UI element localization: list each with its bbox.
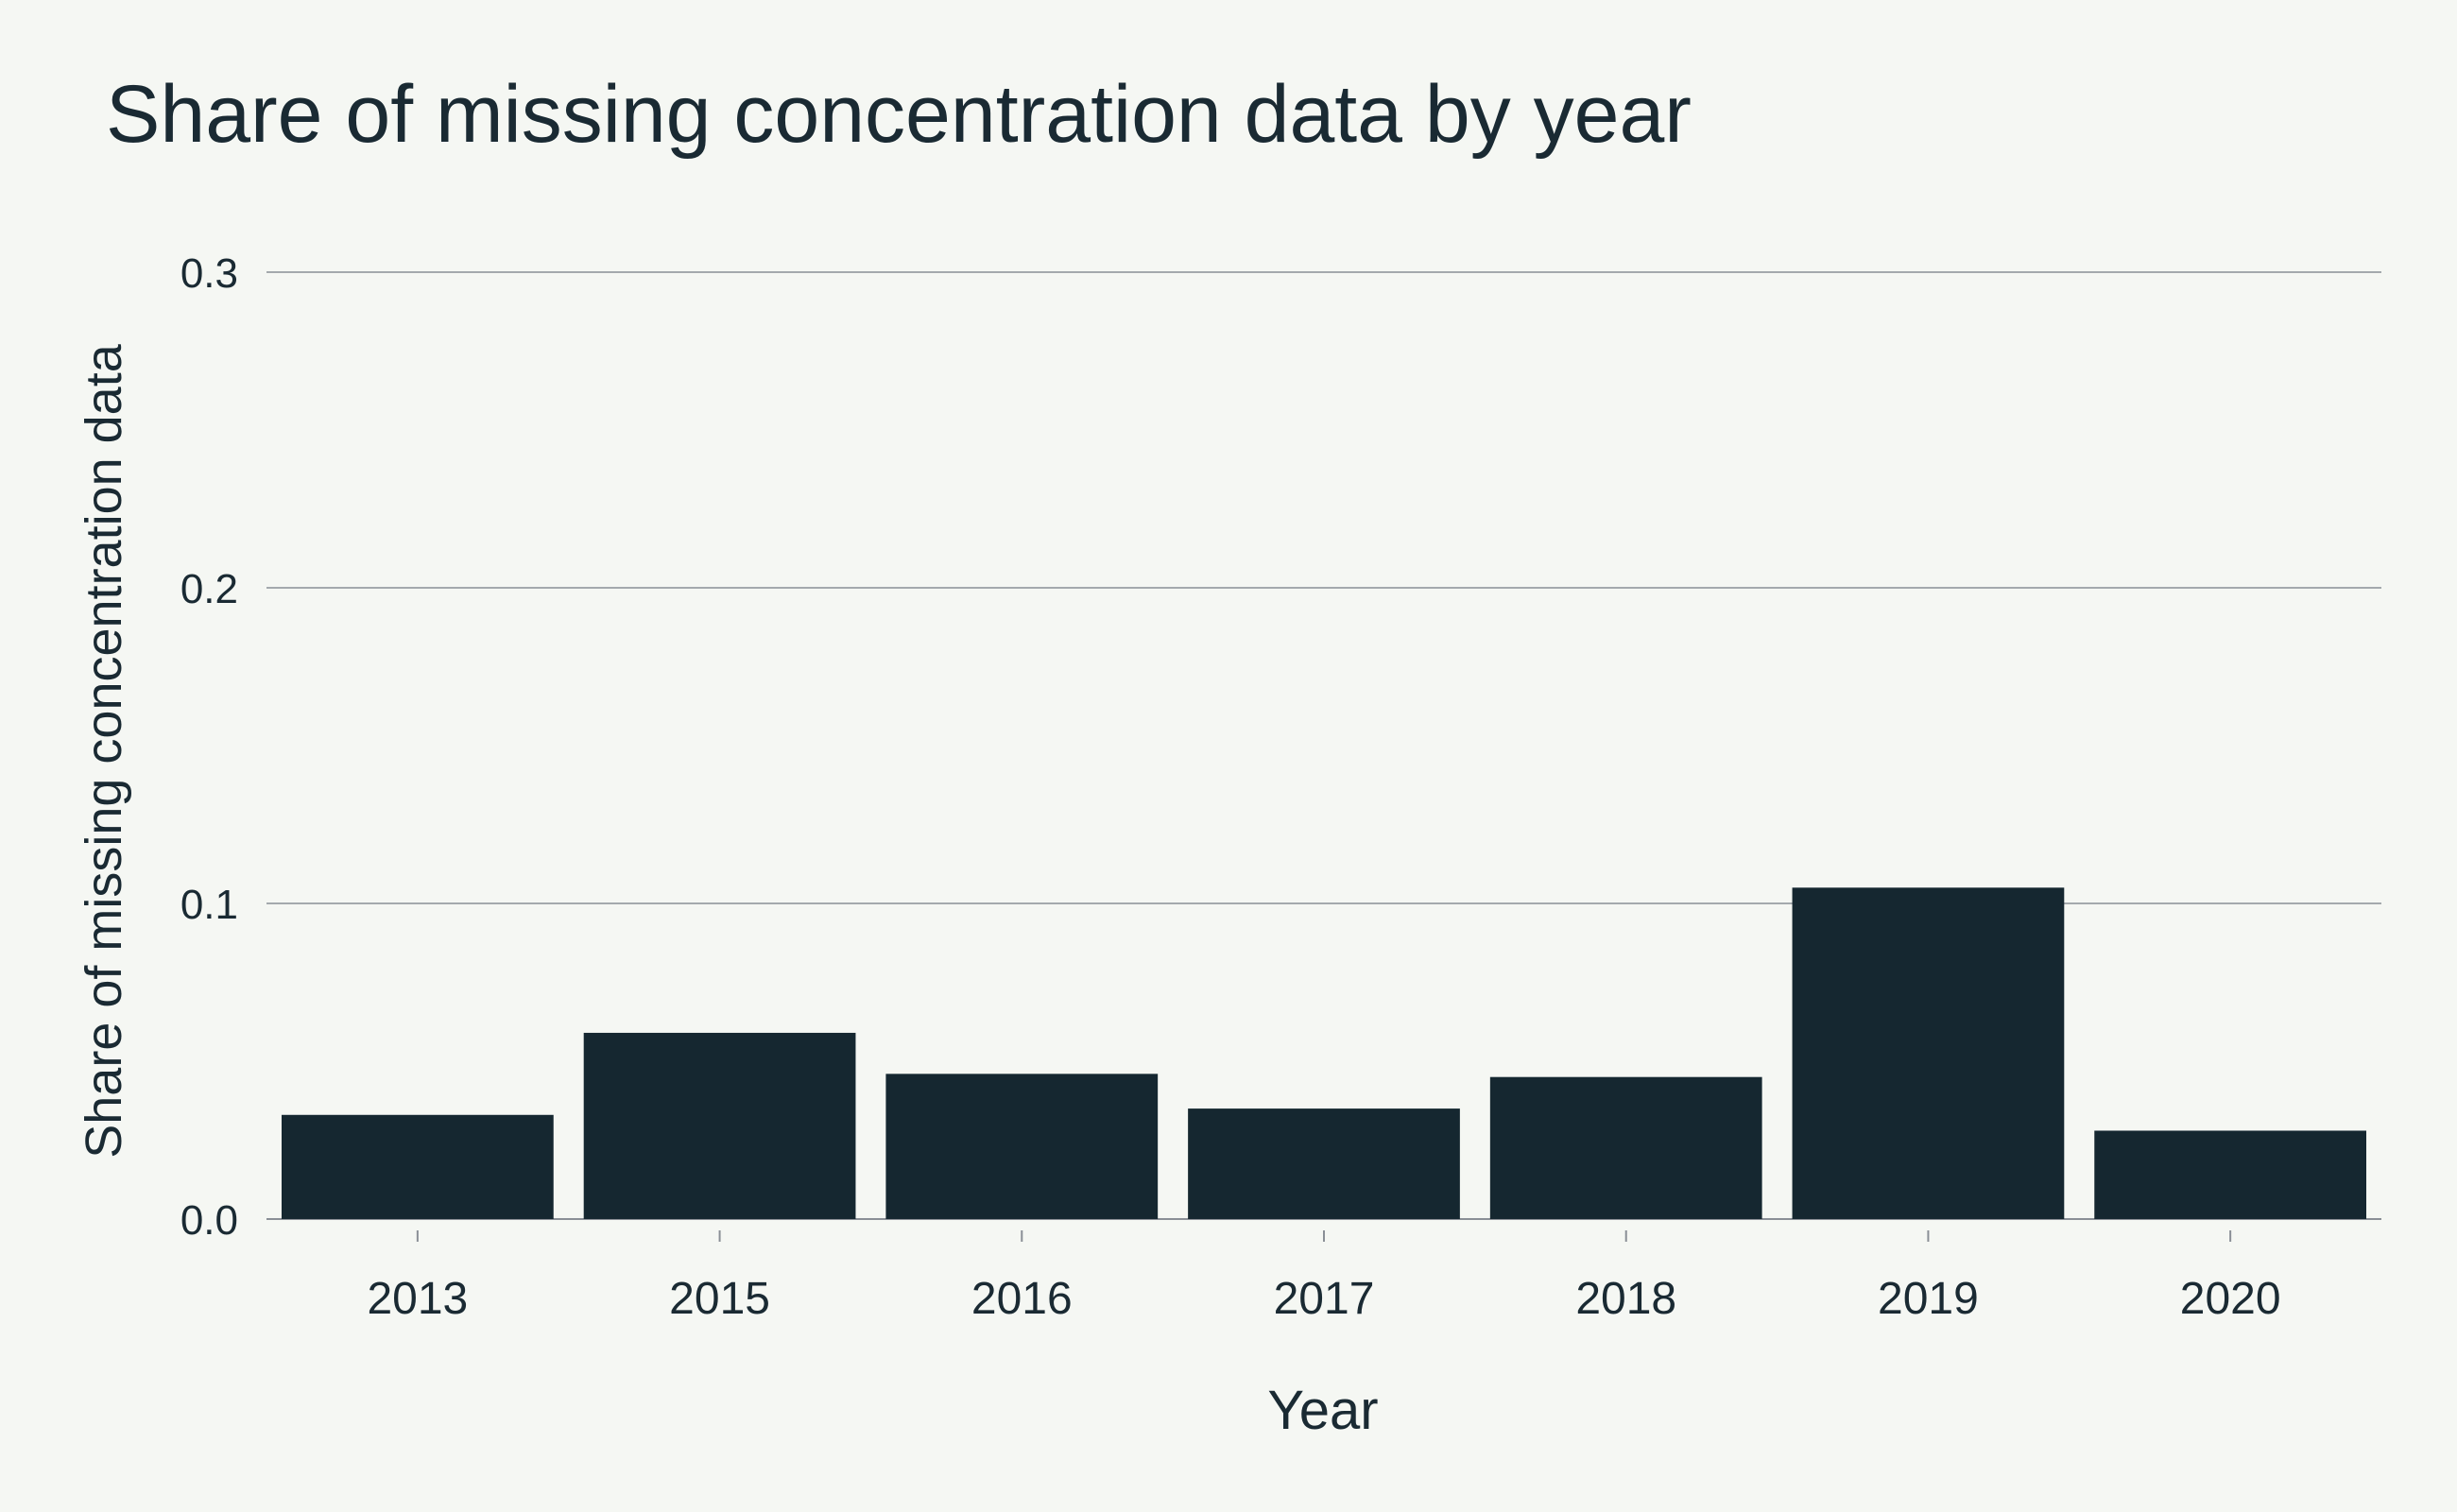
x-tick-label: 2018: [1575, 1274, 1676, 1324]
x-tick-label: 2020: [2180, 1274, 2281, 1324]
y-tick-label: 0.1: [180, 882, 238, 928]
bar-2015: [583, 1032, 856, 1219]
x-tick-label: 2017: [1274, 1274, 1375, 1324]
chart-title: Share of missing concentration data by y…: [106, 69, 1692, 160]
y-tick-label: 0.3: [180, 250, 238, 297]
bar-2016: [885, 1074, 1159, 1219]
bar-2020: [2094, 1130, 2367, 1219]
x-tick-label: 2019: [1878, 1274, 1979, 1324]
x-axis-ticks: 2013 2015 2016 2017 2018 2019 2020: [367, 1230, 2281, 1324]
x-tick-label: 2016: [971, 1274, 1073, 1324]
y-axis-ticks: 0.0 0.1 0.2 0.3: [180, 250, 238, 1244]
x-tick-label: 2013: [367, 1274, 468, 1324]
y-axis-title: Share of missing concentration data: [76, 343, 132, 1158]
bar-2018: [1489, 1076, 1762, 1219]
x-tick-label: 2015: [669, 1274, 770, 1324]
bar-2019: [1792, 887, 2065, 1219]
bar-2017: [1188, 1108, 1460, 1219]
y-tick-label: 0.0: [180, 1197, 238, 1244]
bar-2013: [281, 1114, 554, 1219]
bars: [281, 887, 2367, 1219]
x-axis-title: Year: [1267, 1380, 1378, 1441]
y-tick-label: 0.2: [180, 566, 238, 612]
